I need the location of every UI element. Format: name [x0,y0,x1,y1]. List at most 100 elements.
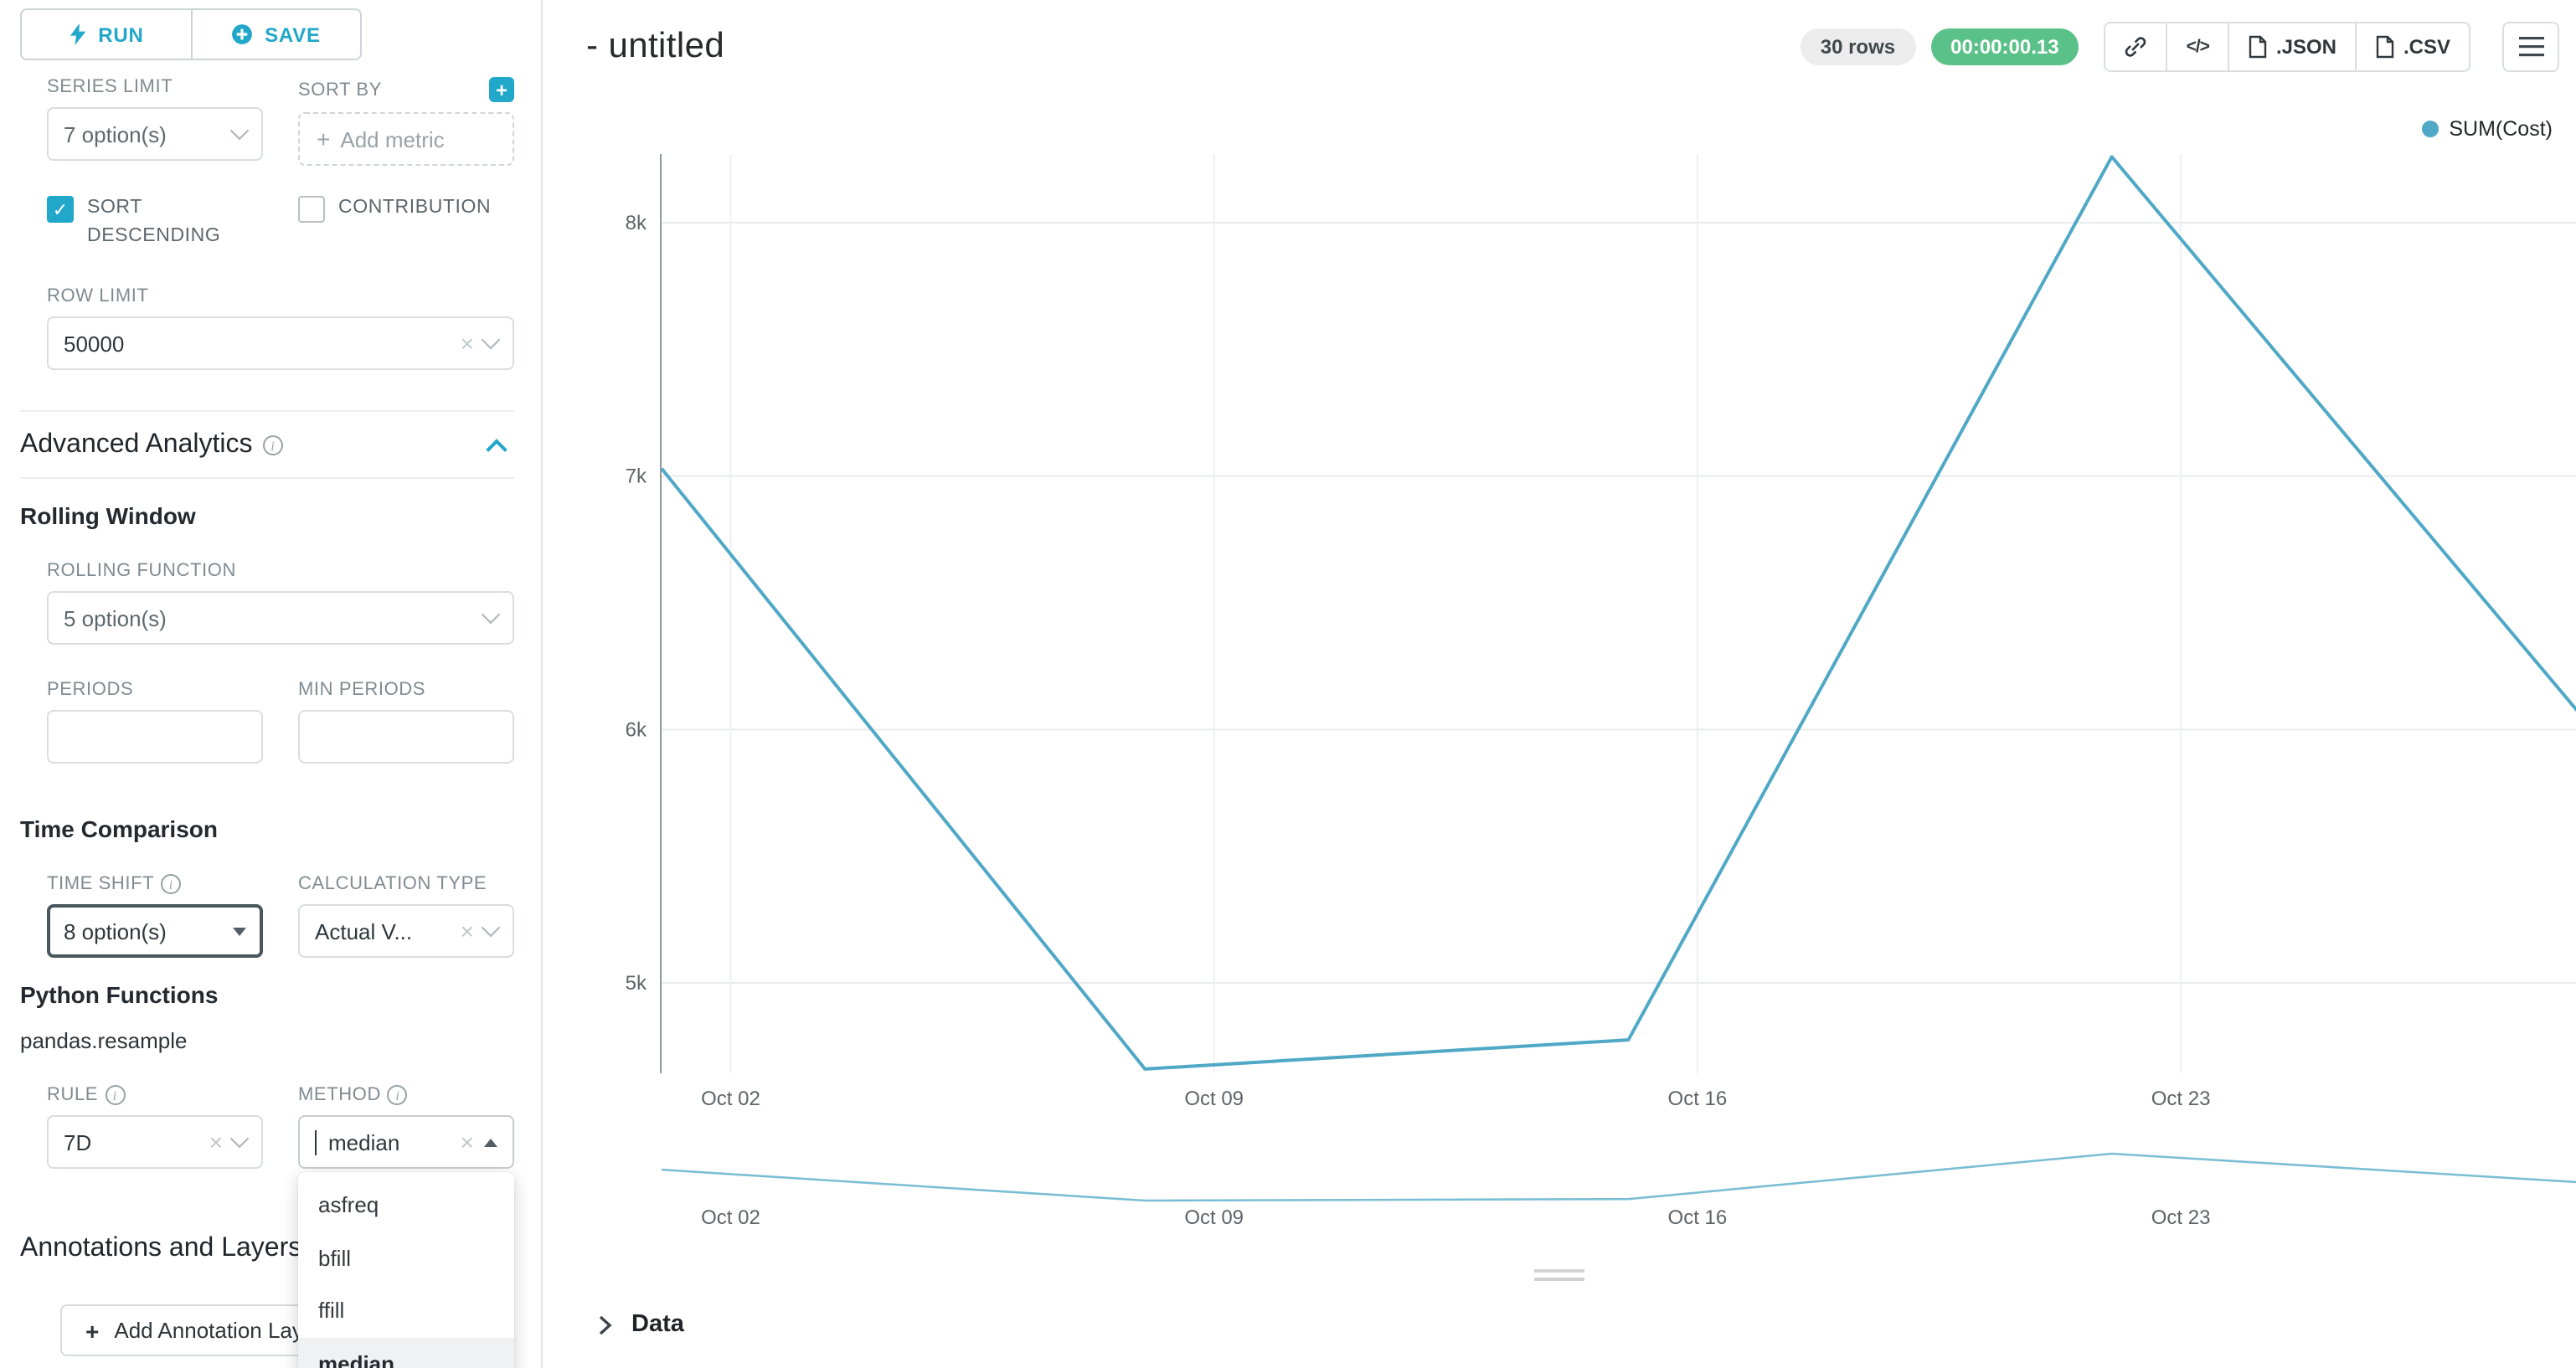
contribution-checkbox-row[interactable]: CONTRIBUTION [298,194,514,251]
query-timer-badge: 00:00:00.13 [1930,28,2079,65]
clear-icon[interactable] [461,330,474,357]
chart-title: - untitled [586,27,725,65]
panel-resize-handle[interactable] [1534,1264,1584,1281]
mini-x-axis-tick-label: Oct 23 [2151,1206,2211,1229]
rolling-function-value: 5 option(s) [64,605,167,630]
series-limit-select[interactable]: 7 option(s) [47,107,263,161]
time-comparison-title: Time Comparison [20,815,218,842]
export-json-button[interactable]: .JSON [2227,22,2357,72]
calculation-type-label: CALCULATION TYPE [298,874,487,894]
annotations-header[interactable]: Annotations and Layers [20,1229,514,1269]
hamburger-menu-icon [2518,37,2543,57]
data-panel-toggle[interactable]: Data [598,1311,684,1338]
method-select[interactable]: median [298,1115,514,1169]
series-limit-value: 7 option(s) [64,121,167,147]
series-line-sum-cost [660,155,2576,1071]
time-shift-value: 8 option(s) [64,918,167,944]
row-limit-label: ROW LIMIT [47,286,149,306]
divider [20,410,514,412]
time-shift-select[interactable]: 8 option(s) [47,904,263,958]
clear-icon[interactable] [461,918,474,944]
y-axis-tick-label: 5k [626,972,647,995]
sort-descending-label: SORT DESCENDING [87,198,221,246]
embed-code-button[interactable]: </> [2166,22,2229,72]
info-icon [161,874,182,894]
caret-down-icon [233,927,246,935]
code-icon: </> [2186,37,2210,57]
method-label: METHOD [298,1085,381,1105]
divider [20,477,514,479]
clear-icon[interactable] [209,1129,223,1155]
row-limit-value: 50000 [64,331,125,356]
row-limit-select[interactable]: 50000 [47,316,514,370]
export-csv-button[interactable]: .CSV [2354,22,2470,72]
legend-label: SUM(Cost) [2449,117,2553,141]
method-option-ffill[interactable]: ffill [318,1298,345,1324]
rolling-window-title: Rolling Window [20,502,196,529]
export-button-group: </> .JSON .CSV [2104,22,2470,72]
annotations-title: Annotations and Layers [20,1234,302,1263]
time-shift-label: TIME SHIFT [47,874,155,894]
chevron-down-icon [481,918,501,938]
sort-by-add-metric-field[interactable]: Add metric [298,112,514,166]
control-panel-sidebar: RUN SAVE SERIES LIMIT 7 option(s) SORT B… [0,0,543,1368]
method-value: median [328,1129,400,1155]
mini-series-line [661,1152,2576,1202]
sort-by-placeholder: Add metric [340,126,445,152]
run-save-button-group: RUN SAVE [20,8,362,60]
method-option-median[interactable]: median [298,1337,514,1368]
text-cursor [315,1129,317,1155]
link-icon [2125,37,2146,57]
chevron-down-icon [229,1129,250,1149]
save-button-label: SAVE [265,23,321,46]
y-axis-tick-label: 8k [626,212,647,234]
legend-item-sum-cost[interactable]: SUM(Cost) [2422,117,2553,141]
rolling-function-select[interactable]: 5 option(s) [47,591,514,645]
rule-select[interactable]: 7D [47,1115,263,1169]
add-sort-metric-icon-button[interactable] [489,77,514,102]
plus-circle-icon [232,24,252,44]
rule-label: RULE [47,1085,99,1105]
chart-header: - untitled 30 rows 00:00:00.13 </> .JSON [543,0,2576,72]
sort-descending-checkbox-row[interactable]: SORT DESCENDING [47,194,263,251]
collapse-chevron-up-icon[interactable] [486,438,507,460]
x-axis-tick-label: Oct 23 [2151,1088,2211,1110]
file-icon [2249,35,2267,59]
series-limit-label: SERIES LIMIT [47,77,173,97]
caret-up-icon [484,1138,497,1146]
run-button-label: RUN [98,23,144,46]
contribution-checkbox[interactable] [298,196,325,223]
copy-link-button[interactable] [2104,22,2168,72]
advanced-analytics-header[interactable]: Advanced Analytics [20,425,514,465]
info-icon [105,1085,126,1105]
clear-icon[interactable] [461,1129,474,1155]
x-axis-tick-label: Oct 02 [701,1088,760,1110]
save-button[interactable]: SAVE [190,8,362,60]
method-option-asfreq[interactable]: asfreq [318,1192,379,1218]
periods-label: PERIODS [47,680,134,700]
method-option-bfill[interactable]: bfill [318,1245,352,1271]
y-axis-tick-label: 7k [626,465,647,488]
min-periods-label: MIN PERIODS [298,680,426,700]
csv-button-label: .CSV [2403,35,2450,59]
lightning-bolt-icon [70,23,85,45]
sort-descending-checkbox[interactable] [47,196,74,223]
advanced-analytics-title: Advanced Analytics [20,430,253,459]
x-axis-tick-label: Oct 09 [1184,1088,1244,1110]
rule-value: 7D [64,1129,92,1155]
add-annotation-label: Add Annotation Layer [114,1318,323,1343]
more-options-menu-button[interactable] [2502,22,2559,72]
add-annotation-button[interactable]: Add Annotation Layer [60,1304,348,1356]
contribution-label: CONTRIBUTION [338,198,492,218]
run-button[interactable]: RUN [20,8,192,60]
chart-main-area: - untitled 30 rows 00:00:00.13 </> .JSON [543,0,2576,1368]
legend-dot [2422,121,2439,137]
json-button-label: .JSON [2275,35,2336,59]
calculation-type-select[interactable]: Actual V... [298,904,514,958]
min-periods-input[interactable] [298,710,514,764]
line-chart-canvas: 8k 7k 6k 5k Oct 02 Oct 02 Oct 09 Oct 09 Oct 16 Oc… [626,154,2576,1229]
periods-input[interactable] [47,710,263,764]
mini-x-axis-tick-label: Oct 09 [1184,1206,1244,1229]
method-dropdown: asfreq bfill ffill median [298,1172,514,1368]
